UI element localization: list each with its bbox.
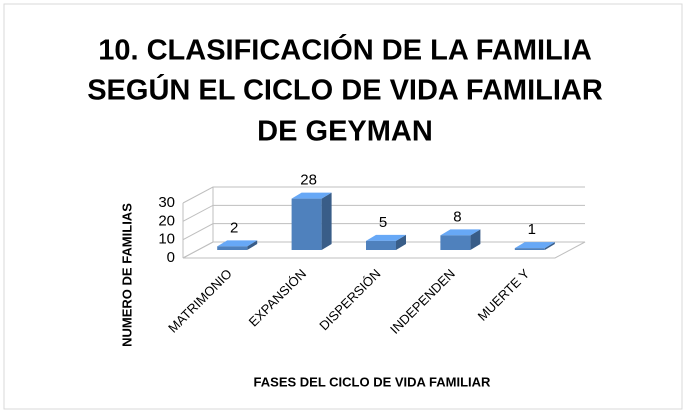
x-axis-label: FASES DEL CICLO DE VIDA FAMILIAR bbox=[254, 374, 492, 389]
chart-title: SEGÚN EL CICLO DE VIDA FAMILIAR bbox=[87, 73, 603, 107]
bar-top bbox=[514, 242, 555, 249]
grid-line bbox=[182, 204, 585, 222]
bar-top bbox=[291, 192, 332, 199]
bar-front bbox=[514, 248, 545, 250]
bar-top bbox=[366, 234, 406, 241]
bar-side bbox=[470, 229, 481, 250]
value-label: 28 bbox=[300, 172, 317, 189]
bar-front bbox=[217, 246, 248, 250]
grid-line bbox=[182, 186, 585, 204]
bar-side bbox=[247, 240, 258, 250]
bar bbox=[366, 234, 406, 250]
bar-top bbox=[217, 240, 258, 247]
bar bbox=[217, 240, 258, 250]
chart-frame bbox=[3, 3, 683, 410]
bar-side bbox=[321, 192, 332, 250]
bar bbox=[440, 229, 481, 250]
value-label: 8 bbox=[453, 208, 461, 225]
bar-front bbox=[291, 198, 322, 250]
y-tick-label: 10 bbox=[158, 231, 175, 248]
bar-front bbox=[366, 240, 396, 250]
bar bbox=[291, 192, 332, 250]
value-label: 5 bbox=[379, 214, 387, 231]
bar-top bbox=[440, 229, 481, 236]
value-label: 2 bbox=[230, 219, 238, 236]
y-tick-label: 20 bbox=[158, 212, 175, 229]
grid-line bbox=[182, 223, 585, 241]
value-label: 1 bbox=[528, 221, 536, 238]
y-axis-label: NUMERO DE FAMILIAS bbox=[119, 203, 134, 347]
y-tick-label: 0 bbox=[167, 249, 175, 266]
bar bbox=[514, 242, 555, 250]
chart-title: 10. CLASIFICACIÓN DE LA FAMILIA bbox=[98, 33, 592, 67]
bar-side bbox=[396, 234, 406, 250]
bar-front bbox=[440, 235, 471, 250]
bar-side bbox=[544, 242, 555, 250]
y-tick-label: 30 bbox=[158, 194, 175, 211]
chart-title: DE GEYMAN bbox=[257, 116, 433, 148]
